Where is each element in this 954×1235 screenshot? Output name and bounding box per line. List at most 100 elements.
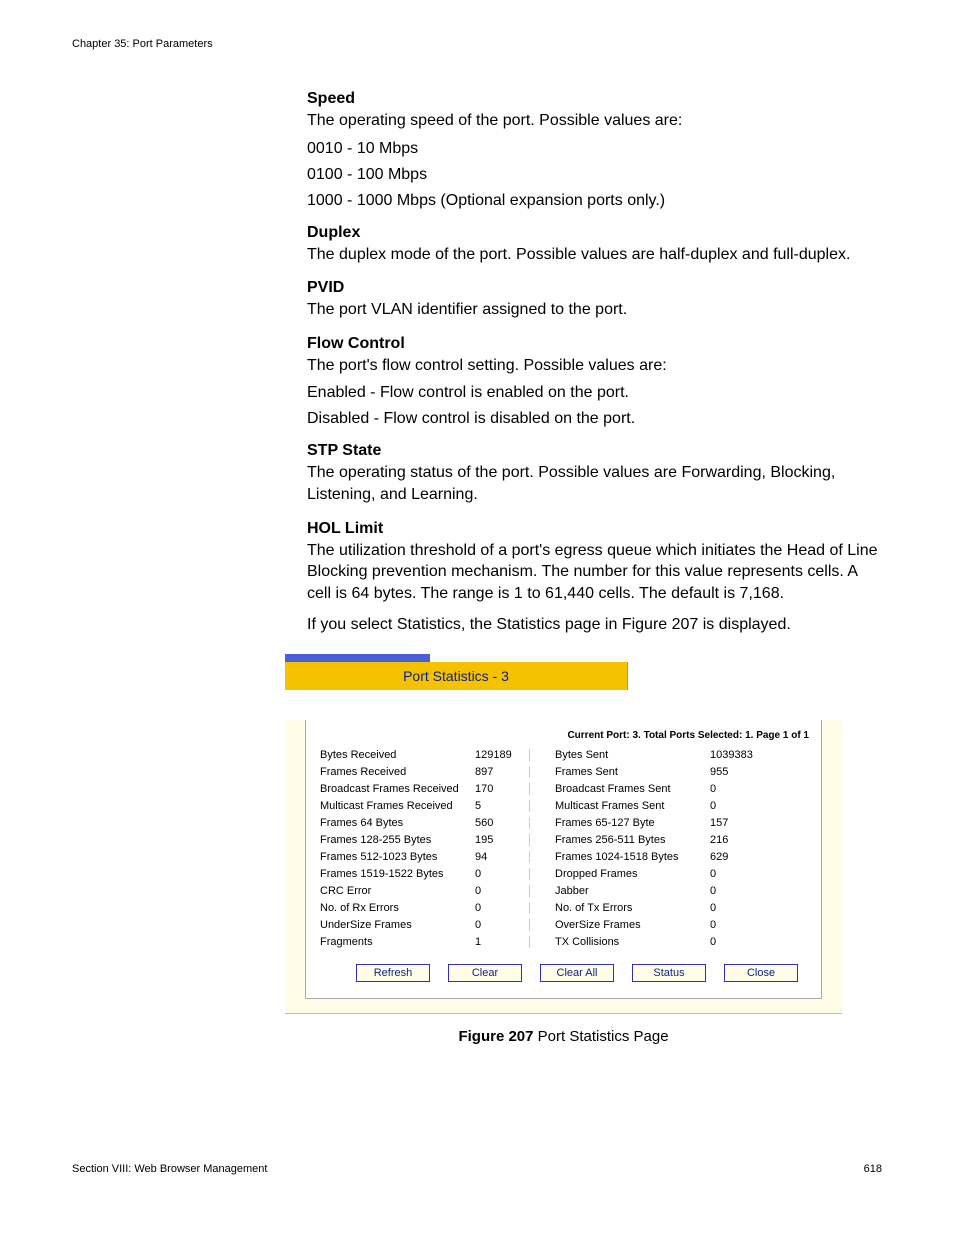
- stat-value: 195: [475, 834, 525, 846]
- stat-value: 5: [475, 800, 525, 812]
- content-area: Speed The operating speed of the port. P…: [307, 90, 882, 636]
- stat-value: 0: [710, 936, 770, 948]
- figure-207: Port Statistics - 3 Current Port: 3. Tot…: [285, 654, 842, 1014]
- heading-speed: Speed: [307, 90, 882, 108]
- stat-label: Dropped Frames: [555, 868, 710, 880]
- stat-value: 0: [710, 783, 770, 795]
- stat-value: 0: [710, 885, 770, 897]
- column-divider: [529, 800, 555, 812]
- stat-label: Jabber: [555, 885, 710, 897]
- stat-value: 629: [710, 851, 770, 863]
- stat-label: Frames Received: [320, 766, 475, 778]
- button-row: Refresh Clear Clear All Status Close: [320, 964, 809, 982]
- figure-caption-number: Figure 207: [458, 1028, 533, 1045]
- heading-hol: HOL Limit: [307, 520, 882, 538]
- statistics-panel: Current Port: 3. Total Ports Selected: 1…: [285, 720, 842, 1014]
- stat-label: Multicast Frames Received: [320, 800, 475, 812]
- stat-value: 560: [475, 817, 525, 829]
- stat-label: No. of Rx Errors: [320, 902, 475, 914]
- column-divider: [529, 749, 555, 761]
- column-divider: [529, 834, 555, 846]
- statistics-grid: Bytes Received129189 Bytes Sent1039383 Fr…: [320, 749, 809, 948]
- column-divider: [529, 919, 555, 931]
- column-divider: [529, 817, 555, 829]
- status-line: Current Port: 3. Total Ports Selected: 1…: [320, 730, 809, 741]
- column-divider: [529, 936, 555, 948]
- stat-label: Broadcast Frames Received: [320, 783, 475, 795]
- heading-flow: Flow Control: [307, 335, 882, 353]
- page-footer: Section VIII: Web Browser Management 618: [72, 1163, 882, 1175]
- column-divider: [529, 783, 555, 795]
- heading-duplex: Duplex: [307, 224, 882, 242]
- column-divider: [529, 885, 555, 897]
- desc-stp: The operating status of the port. Possib…: [307, 462, 882, 505]
- stat-label: Bytes Sent: [555, 749, 710, 761]
- speed-value-0: 0010 - 10 Mbps: [307, 140, 882, 158]
- desc-pvid: The port VLAN identifier assigned to the…: [307, 299, 882, 321]
- footer-page-number: 618: [864, 1163, 882, 1175]
- stat-label: Frames Sent: [555, 766, 710, 778]
- stat-label: TX Collisions: [555, 936, 710, 948]
- tab-strip: Port Statistics - 3: [285, 654, 842, 690]
- speed-value-2: 1000 - 1000 Mbps (Optional expansion por…: [307, 192, 882, 210]
- statistics-box: Current Port: 3. Total Ports Selected: 1…: [305, 720, 822, 999]
- clear-all-button[interactable]: Clear All: [540, 964, 614, 982]
- stat-label: Bytes Received: [320, 749, 475, 761]
- stat-value: 0: [710, 800, 770, 812]
- stat-label: OverSize Frames: [555, 919, 710, 931]
- stat-label: Frames 1519-1522 Bytes: [320, 868, 475, 880]
- figure-caption-text: Port Statistics Page: [533, 1028, 668, 1045]
- stat-label: Frames 65-127 Byte: [555, 817, 710, 829]
- figure-caption: Figure 207 Port Statistics Page: [285, 1028, 842, 1045]
- stat-value: 1: [475, 936, 525, 948]
- desc-hol: The utilization threshold of a port's eg…: [307, 540, 882, 605]
- stat-label: Broadcast Frames Sent: [555, 783, 710, 795]
- stat-value: 0: [475, 902, 525, 914]
- stat-label: No. of Tx Errors: [555, 902, 710, 914]
- stat-label: CRC Error: [320, 885, 475, 897]
- status-button[interactable]: Status: [632, 964, 706, 982]
- stat-value: 216: [710, 834, 770, 846]
- stat-value: 0: [710, 868, 770, 880]
- stat-label: Fragments: [320, 936, 475, 948]
- tab-port-statistics[interactable]: Port Statistics - 3: [285, 662, 628, 690]
- close-button[interactable]: Close: [724, 964, 798, 982]
- stat-value: 955: [710, 766, 770, 778]
- stat-label: Frames 128-255 Bytes: [320, 834, 475, 846]
- stat-value: 0: [475, 868, 525, 880]
- stat-label: Frames 512-1023 Bytes: [320, 851, 475, 863]
- stat-label: UnderSize Frames: [320, 919, 475, 931]
- stat-value: 0: [710, 919, 770, 931]
- speed-value-1: 0100 - 100 Mbps: [307, 166, 882, 184]
- stat-label: Frames 64 Bytes: [320, 817, 475, 829]
- stat-value: 1039383: [710, 749, 770, 761]
- footer-section: Section VIII: Web Browser Management: [72, 1163, 267, 1175]
- trailer-text: If you select Statistics, the Statistics…: [307, 614, 882, 636]
- desc-duplex: The duplex mode of the port. Possible va…: [307, 244, 882, 266]
- stat-label: Frames 256-511 Bytes: [555, 834, 710, 846]
- stat-value: 0: [710, 902, 770, 914]
- desc-speed: The operating speed of the port. Possibl…: [307, 110, 882, 132]
- stat-value: 0: [475, 919, 525, 931]
- stat-label: Multicast Frames Sent: [555, 800, 710, 812]
- heading-pvid: PVID: [307, 279, 882, 297]
- flow-value-1: Disabled - Flow control is disabled on t…: [307, 410, 882, 428]
- column-divider: [529, 868, 555, 880]
- stat-label: Frames 1024-1518 Bytes: [555, 851, 710, 863]
- chapter-header: Chapter 35: Port Parameters: [72, 38, 882, 50]
- stat-value: 897: [475, 766, 525, 778]
- stat-value: 94: [475, 851, 525, 863]
- stat-value: 157: [710, 817, 770, 829]
- column-divider: [529, 766, 555, 778]
- desc-flow: The port's flow control setting. Possibl…: [307, 355, 882, 377]
- heading-stp: STP State: [307, 442, 882, 460]
- clear-button[interactable]: Clear: [448, 964, 522, 982]
- column-divider: [529, 902, 555, 914]
- stat-value: 0: [475, 885, 525, 897]
- column-divider: [529, 851, 555, 863]
- flow-value-0: Enabled - Flow control is enabled on the…: [307, 384, 882, 402]
- stat-value: 170: [475, 783, 525, 795]
- tab-accent-bar: [285, 654, 430, 662]
- stat-value: 129189: [475, 749, 525, 761]
- refresh-button[interactable]: Refresh: [356, 964, 430, 982]
